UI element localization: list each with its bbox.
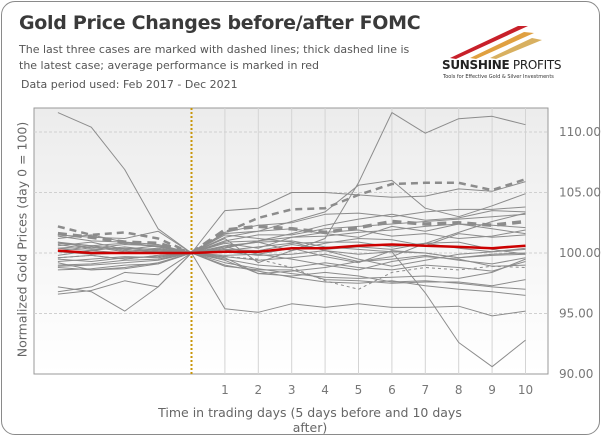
- x-tick-label: 10: [518, 383, 533, 397]
- x-axis-title: Time in trading days (5 days before and …: [158, 405, 462, 435]
- x-tick-label: 3: [288, 383, 296, 397]
- logo-tagline: Tools for Effective Gold & Silver Invest…: [443, 74, 554, 80]
- x-tick-label: 1: [221, 383, 229, 397]
- y-tick-label: 90.00: [559, 367, 593, 381]
- x-tick-label: 7: [421, 383, 429, 397]
- case-series-line: [57, 241, 526, 255]
- case-series-line: [57, 181, 526, 312]
- case-series-line: [57, 252, 526, 279]
- x-tick-label: 8: [455, 383, 463, 397]
- logo-name: SUNSHINE PROFITS: [442, 58, 562, 72]
- x-tick-label: 9: [488, 383, 496, 397]
- recent-case-series-line: [57, 219, 526, 255]
- sunshine-profits-logo-icon: [450, 26, 542, 59]
- x-tick-label: 2: [254, 383, 262, 397]
- case-series-line: [57, 206, 526, 254]
- case-series-line: [57, 252, 526, 271]
- recent-case-series-line: [57, 178, 526, 255]
- case-series-line: [57, 252, 526, 296]
- x-tick-label: 4: [321, 383, 329, 397]
- y-tick-label: 105.00: [559, 186, 601, 200]
- case-series-line: [57, 179, 526, 295]
- average-series-line: [57, 243, 526, 255]
- chart-title: Gold Price Changes before/after FOMC: [19, 12, 421, 34]
- chart-subtitle: The last three cases are marked with das…: [19, 43, 410, 72]
- case-series-line: [57, 233, 526, 254]
- y-tick-label: 100.00: [559, 246, 601, 260]
- y-tick-label: 95.00: [559, 307, 593, 321]
- case-series-line: [57, 212, 526, 293]
- y-tick-label: 110.00: [559, 125, 601, 139]
- case-series-line: [57, 234, 526, 267]
- x-tick-label: 6: [388, 383, 396, 397]
- data-period: Data period used: Feb 2017 - Dec 2021: [21, 78, 238, 91]
- case-series-line: [57, 112, 526, 317]
- x-tick-label: 5: [355, 383, 363, 397]
- y-axis-title: Normalized Gold Prices (day 0 = 100): [14, 121, 30, 358]
- recent-case-series-line: [57, 252, 526, 290]
